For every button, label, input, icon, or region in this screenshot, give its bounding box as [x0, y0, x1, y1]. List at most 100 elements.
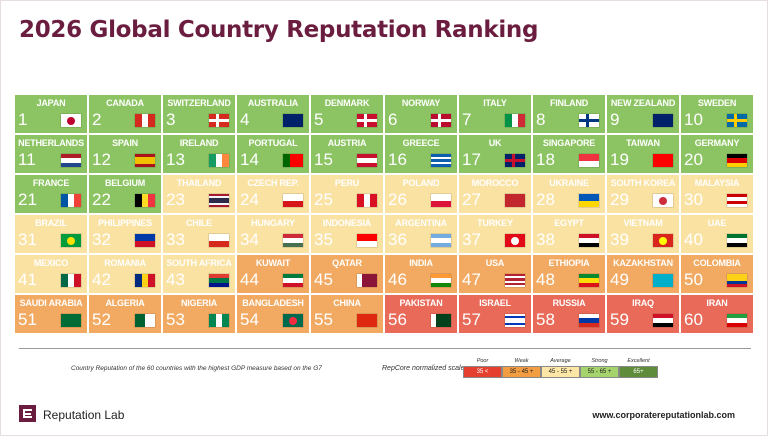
flag — [61, 114, 81, 127]
country-name: ISRAEL — [479, 298, 511, 308]
scale-label: Strong — [591, 358, 608, 364]
flag — [505, 274, 525, 287]
flag — [653, 194, 673, 207]
country-name: JAPAN — [36, 98, 66, 108]
flag — [579, 314, 599, 327]
country-rank: 14 — [240, 150, 259, 169]
country-rank: 47 — [462, 270, 481, 289]
country-rank: 3 — [166, 110, 176, 129]
flag — [431, 274, 451, 287]
scale-label: Weak — [514, 358, 529, 364]
scale-range: 35 < — [463, 366, 502, 378]
country-rank: 36 — [388, 230, 407, 249]
country-cell: NIGERIA 53 — [162, 294, 236, 334]
flag — [61, 274, 81, 287]
country-name: SWITZERLAND — [167, 98, 231, 108]
country-cell: NEW ZEALAND 9 — [606, 94, 680, 134]
flag — [61, 314, 81, 327]
country-name: NEW ZEALAND — [610, 98, 676, 108]
flag — [727, 274, 747, 287]
brand-name: Reputation Lab — [43, 408, 125, 422]
country-name: ALGERIA — [105, 298, 145, 308]
country-cell: FRANCE 21 — [14, 174, 88, 214]
country-cell: BRAZIL 31 — [14, 214, 88, 254]
flag — [579, 194, 599, 207]
country-cell: ISRAEL 57 — [458, 294, 532, 334]
flag — [135, 154, 155, 167]
country-rank: 38 — [536, 230, 555, 249]
country-name: BANGLADESH — [242, 298, 304, 308]
country-cell: NORWAY 6 — [384, 94, 458, 134]
scale-item: Poor 35 < — [463, 358, 502, 378]
country-name: IRAQ — [632, 298, 654, 308]
country-rank: 28 — [536, 190, 555, 209]
country-rank: 43 — [166, 270, 185, 289]
country-name: CANADA — [106, 98, 144, 108]
country-rank: 57 — [462, 310, 481, 329]
country-rank: 12 — [92, 150, 111, 169]
country-name: HUNGARY — [251, 218, 295, 228]
country-name: SINGAPORE — [542, 138, 596, 148]
country-name: MALAYSIA — [694, 178, 740, 188]
country-cell: HUNGARY 34 — [236, 214, 310, 254]
country-cell: UK 17 — [458, 134, 532, 174]
country-rank: 32 — [92, 230, 111, 249]
flag — [135, 274, 155, 287]
country-name: RUSSIA — [552, 298, 586, 308]
flag — [653, 314, 673, 327]
country-rank: 52 — [92, 310, 111, 329]
country-cell: ALGERIA 52 — [88, 294, 162, 334]
country-name: EGYPT — [554, 218, 584, 228]
country-rank: 50 — [684, 270, 703, 289]
flag — [357, 234, 377, 247]
country-cell: NETHERLANDS 11 — [14, 134, 88, 174]
country-name: GREECE — [402, 138, 440, 148]
country-rank: 8 — [536, 110, 546, 129]
country-cell: COLOMBIA 50 — [680, 254, 754, 294]
country-cell: THAILAND 23 — [162, 174, 236, 214]
country-cell: KUWAIT 44 — [236, 254, 310, 294]
country-name: SPAIN — [112, 138, 138, 148]
country-name: UK — [488, 138, 502, 148]
scale-range: 55 - 65 + — [580, 366, 619, 378]
flag — [283, 234, 303, 247]
country-rank: 18 — [536, 150, 555, 169]
country-name: ROMANIA — [104, 258, 146, 268]
country-name: NETHERLANDS — [18, 138, 84, 148]
country-name: SWEDEN — [697, 98, 737, 108]
country-cell: MOROCCO 27 — [458, 174, 532, 214]
flag — [283, 114, 303, 127]
scale-label: Average — [550, 358, 571, 364]
country-name: SOUTH KOREA — [610, 178, 676, 188]
logo — [19, 405, 36, 422]
country-name: COLOMBIA — [693, 258, 741, 268]
flag — [61, 234, 81, 247]
flag — [431, 234, 451, 247]
country-cell: SPAIN 12 — [88, 134, 162, 174]
country-rank: 53 — [166, 310, 185, 329]
flag — [135, 194, 155, 207]
flag — [579, 274, 599, 287]
flag — [209, 234, 229, 247]
flag — [135, 234, 155, 247]
country-cell: JAPAN 1 — [14, 94, 88, 134]
country-rank: 16 — [388, 150, 407, 169]
flag — [727, 314, 747, 327]
country-name: KUWAIT — [255, 258, 291, 268]
flag — [431, 114, 451, 127]
country-cell: PHILIPPINES 32 — [88, 214, 162, 254]
scale-range: 65+ — [619, 366, 658, 378]
country-name: TURKEY — [477, 218, 513, 228]
flag — [357, 114, 377, 127]
flag — [505, 154, 525, 167]
country-name: UKRAINE — [549, 178, 589, 188]
scale-range: 45 - 55 + — [541, 366, 580, 378]
country-name: VIETNAM — [623, 218, 663, 228]
country-rank: 5 — [314, 110, 324, 129]
country-name: THAILAND — [176, 178, 222, 188]
country-name: ETHIOPIA — [548, 258, 590, 268]
country-cell: PAKISTAN 56 — [384, 294, 458, 334]
country-rank: 2 — [92, 110, 102, 129]
country-cell: SOUTH AFRICA 43 — [162, 254, 236, 294]
country-cell: BANGLADESH 54 — [236, 294, 310, 334]
